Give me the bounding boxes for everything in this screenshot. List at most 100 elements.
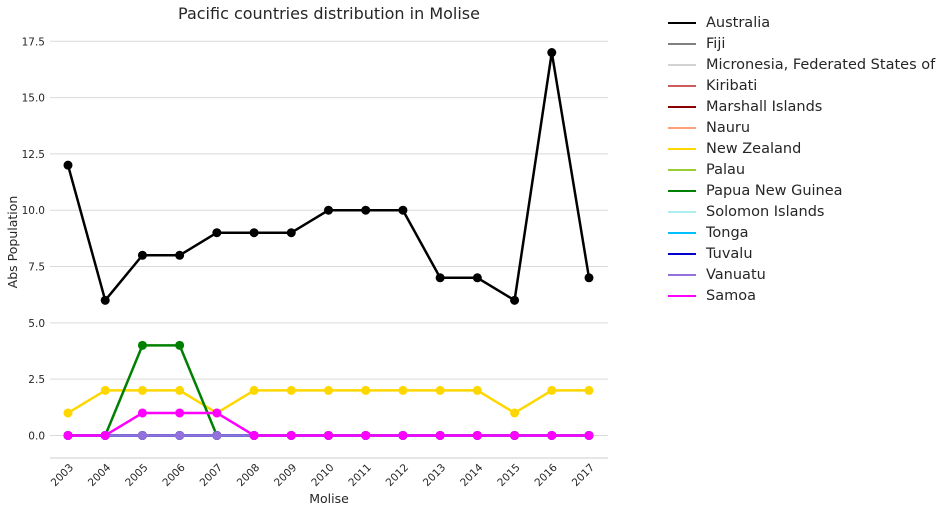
x-tick-label: 2006 xyxy=(160,461,188,489)
data-point xyxy=(510,295,520,305)
x-tick-label: 2010 xyxy=(309,462,336,489)
data-point xyxy=(249,228,259,238)
x-tick-label: 2007 xyxy=(198,462,225,489)
data-point xyxy=(212,408,222,418)
data-point xyxy=(63,430,73,440)
legend-swatch xyxy=(668,189,696,192)
chart-title: Pacific countries distribution in Molise xyxy=(178,4,480,23)
x-tick-label: 2014 xyxy=(458,461,486,489)
x-tick-label: 2012 xyxy=(384,462,411,489)
legend-swatch xyxy=(668,273,696,276)
data-point xyxy=(249,385,259,395)
legend-item: Australia xyxy=(668,12,935,33)
legend-label: Palau xyxy=(706,161,746,178)
data-point xyxy=(175,430,185,440)
data-point xyxy=(137,408,147,418)
y-tick-label: 10.0 xyxy=(22,205,45,217)
data-point xyxy=(137,385,147,395)
x-tick-label: 2015 xyxy=(495,462,522,489)
legend-item: Samoa xyxy=(668,285,935,306)
series-group xyxy=(63,48,594,305)
legend-item: Solomon Islands xyxy=(668,201,935,222)
legend-swatch xyxy=(668,42,696,45)
x-axis-title: Molise xyxy=(309,491,349,506)
legend-label: Tuvalu xyxy=(706,245,753,262)
data-point xyxy=(286,430,296,440)
legend-item: Papua New Guinea xyxy=(668,180,935,201)
legend-item: Palau xyxy=(668,159,935,180)
legend-label: Samoa xyxy=(706,287,756,304)
data-point xyxy=(286,385,296,395)
data-point xyxy=(100,295,110,305)
legend-label: Solomon Islands xyxy=(706,203,825,220)
data-point xyxy=(435,273,445,283)
data-point xyxy=(361,205,371,215)
legend-label: Marshall Islands xyxy=(706,98,823,115)
x-tick-label: 2009 xyxy=(272,462,299,489)
data-point xyxy=(175,385,185,395)
x-tick-label: 2005 xyxy=(123,462,150,489)
legend-swatch xyxy=(668,294,696,297)
legend-swatch xyxy=(668,147,696,150)
y-tick-label: 12.5 xyxy=(22,149,45,161)
data-point xyxy=(175,408,185,418)
y-axis-title: Abs Population xyxy=(5,196,20,289)
data-point xyxy=(398,430,408,440)
x-tick-label: 2004 xyxy=(86,461,114,489)
series-line xyxy=(66,51,591,302)
data-point xyxy=(324,205,333,215)
data-point xyxy=(584,273,594,283)
x-tick-label: 2003 xyxy=(49,462,76,489)
legend-label: Nauru xyxy=(706,119,751,136)
legend-swatch xyxy=(668,105,696,108)
legend-swatch xyxy=(668,63,696,66)
data-point xyxy=(361,430,371,440)
legend-label: Kiribati xyxy=(706,77,758,94)
legend: Australia Fiji Micronesia, Federated State… xyxy=(668,12,935,306)
legend-swatch xyxy=(668,126,696,129)
x-tick-label: 2011 xyxy=(346,462,373,489)
data-point xyxy=(212,430,222,440)
x-tick-label: 2017 xyxy=(570,462,597,489)
legend-label: Australia xyxy=(706,14,771,31)
data-point xyxy=(137,430,147,440)
data-point xyxy=(63,408,73,418)
data-point xyxy=(472,385,482,395)
data-point xyxy=(324,430,333,440)
y-tick-label: 2.5 xyxy=(28,374,45,386)
x-tick-label: 2016 xyxy=(533,461,561,489)
data-point xyxy=(137,340,147,350)
legend-label: Micronesia, Federated States of xyxy=(706,56,936,73)
data-point xyxy=(63,160,73,170)
data-point xyxy=(249,430,259,440)
legend-swatch xyxy=(668,21,696,24)
data-point xyxy=(212,228,222,238)
data-point xyxy=(584,385,594,395)
data-point xyxy=(324,385,333,395)
x-tick-label: 2013 xyxy=(421,462,448,489)
y-tick-label: 15.0 xyxy=(22,93,45,105)
data-point xyxy=(398,205,408,215)
x-tick-label: 2008 xyxy=(235,462,262,489)
data-point xyxy=(584,430,594,440)
legend-item: New Zealand xyxy=(668,138,935,159)
data-point xyxy=(398,385,408,395)
legend-swatch xyxy=(668,231,696,234)
legend-item: Tonga xyxy=(668,222,935,243)
legend-item: Micronesia, Federated States of xyxy=(668,54,935,75)
y-tick-label: 17.5 xyxy=(22,36,45,48)
y-tick-label: 0.0 xyxy=(28,430,45,442)
data-point xyxy=(472,273,482,283)
y-tick-label: 5.0 xyxy=(28,318,45,330)
legend-item: Marshall Islands xyxy=(668,96,935,117)
legend-item: Fiji xyxy=(668,33,935,54)
legend-swatch xyxy=(668,168,696,171)
data-point xyxy=(175,250,185,260)
data-point xyxy=(100,385,110,395)
legend-item: Tuvalu xyxy=(668,243,935,264)
legend-item: Vanuatu xyxy=(668,264,935,285)
data-point xyxy=(472,430,482,440)
legend-label: Tonga xyxy=(706,224,749,241)
data-point xyxy=(547,385,557,395)
